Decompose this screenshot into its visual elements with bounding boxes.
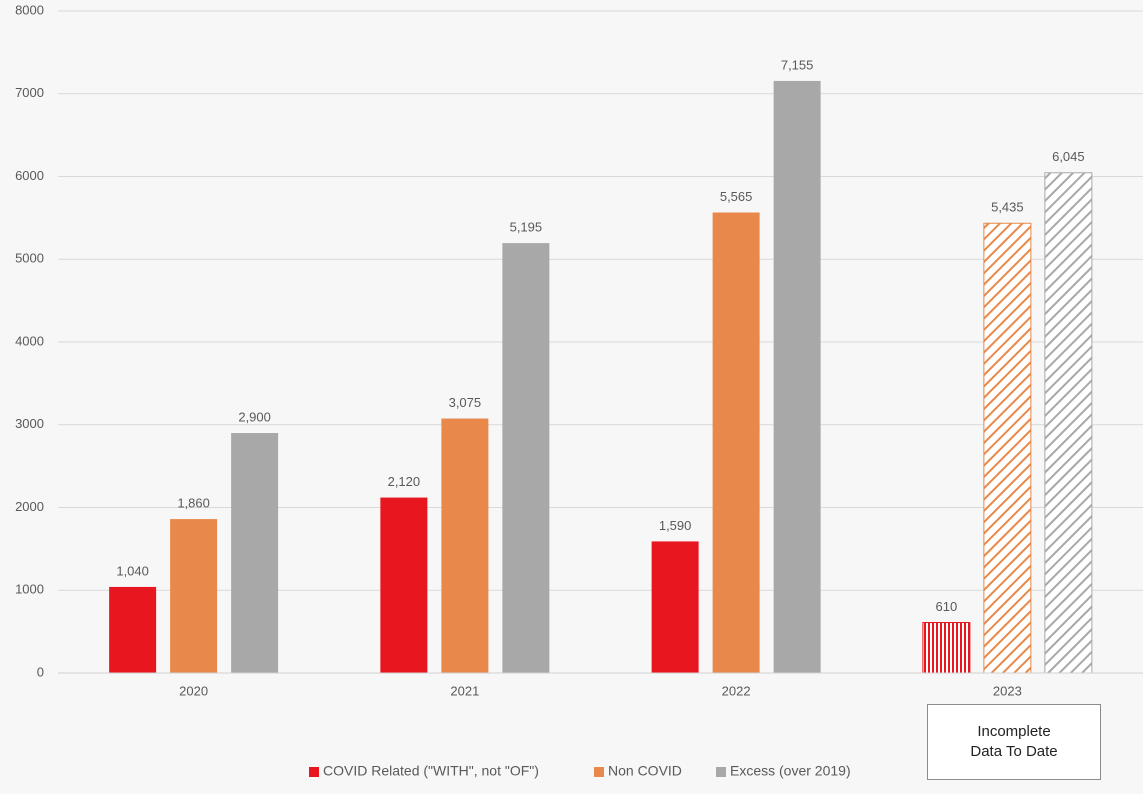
y-tick-label: 7000	[15, 85, 44, 100]
y-tick-label: 1000	[15, 582, 44, 597]
value-label: 5,195	[510, 220, 543, 235]
bar	[502, 243, 550, 673]
bar	[380, 497, 428, 673]
value-label: 6,045	[1052, 149, 1085, 164]
legend-label: Non COVID	[608, 763, 682, 779]
x-tick-label: 2020	[179, 683, 208, 698]
annotation: Incomplete Data To Date	[927, 704, 1101, 780]
x-tick-label: 2023	[993, 683, 1022, 698]
bar	[712, 212, 760, 673]
legend-label: COVID Related ("WITH", not "OF")	[323, 763, 539, 779]
bar	[773, 80, 821, 673]
value-label: 2,120	[388, 474, 421, 489]
x-tick-label: 2021	[450, 683, 479, 698]
legend-label: Excess (over 2019)	[730, 763, 851, 779]
bar	[231, 433, 279, 673]
value-label: 3,075	[449, 395, 482, 410]
bar	[651, 541, 699, 673]
bar	[109, 586, 157, 673]
bar	[1044, 172, 1093, 674]
value-label: 2,900	[238, 409, 271, 424]
bar	[922, 622, 971, 674]
y-tick-label: 0	[37, 664, 44, 679]
value-label: 1,860	[177, 496, 210, 511]
legend-swatch	[594, 767, 604, 777]
y-tick-label: 8000	[15, 2, 44, 17]
legend-swatch	[716, 767, 726, 777]
legend-swatch	[309, 767, 319, 777]
y-tick-label: 6000	[15, 168, 44, 183]
value-label: 5,435	[991, 200, 1024, 215]
value-label: 610	[936, 599, 958, 614]
value-label: 5,565	[720, 189, 753, 204]
x-tick-label: 2022	[722, 683, 751, 698]
bar	[170, 519, 218, 673]
value-label: 1,040	[116, 563, 149, 578]
value-label: 7,155	[781, 57, 814, 72]
y-tick-label: 4000	[15, 333, 44, 348]
y-tick-label: 3000	[15, 416, 44, 431]
y-tick-label: 5000	[15, 251, 44, 266]
bar	[983, 222, 1032, 674]
y-tick-label: 2000	[15, 499, 44, 514]
value-label: 1,590	[659, 518, 692, 533]
bar	[441, 418, 489, 673]
